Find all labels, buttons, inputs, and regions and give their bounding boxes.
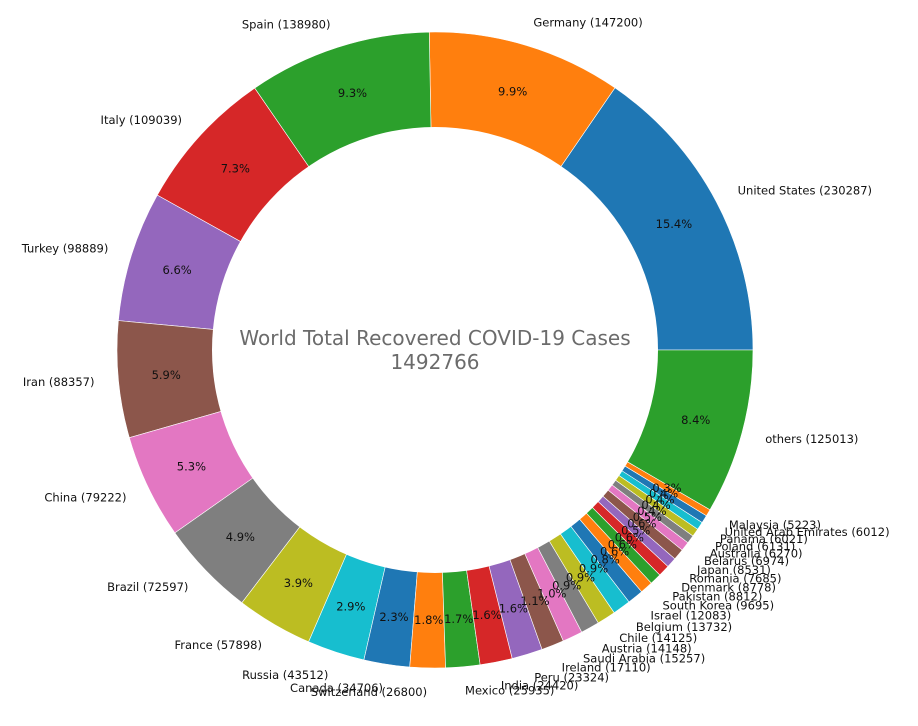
slice-percent-label: 0.4% [645, 492, 674, 506]
slice-label: Saudi Arabia (15257) [583, 651, 705, 665]
slice-label: Romania (7685) [689, 572, 781, 586]
slice-label: India (24420) [501, 679, 578, 693]
slice-percent-label: 9.3% [338, 86, 367, 100]
slice-labels-group: United States (230287) Germany (147200) Sp… [21, 15, 890, 698]
slice-label: Denmark (8778) [681, 580, 776, 594]
slice-percent-label: 1.8% [414, 613, 443, 627]
slice-label: Mexico (25935) [465, 684, 554, 698]
slice-percent-label: 0.6% [615, 530, 644, 544]
slice-label: United Arab Emirates (6012) [725, 525, 890, 539]
slice-percent-label: 2.9% [336, 600, 365, 614]
slice-percent-label: 6.6% [163, 263, 192, 277]
chart-title: World Total Recovered COVID-19 Cases [239, 326, 630, 350]
slice-label: Japan (8531) [696, 563, 771, 577]
slice-label: Switzerland (26800) [311, 685, 427, 699]
total-value: 1492766 [390, 350, 479, 374]
donut-hole [212, 127, 658, 573]
slice-label: United States (230287) [738, 184, 872, 198]
slice-label: Belgium (13732) [636, 620, 732, 634]
slice-label: Austria (14148) [602, 642, 692, 656]
slice-label: Pakistan (8812) [672, 589, 762, 603]
slice-label: South Korea (9695) [662, 598, 774, 612]
slice-percent-label: 0.9% [552, 579, 581, 593]
slice-label: Italy (109039) [101, 113, 182, 127]
slice-percent-label: 1.7% [444, 612, 473, 626]
slice-percent-label: 0.9% [566, 570, 595, 584]
slice-percent-label: 15.4% [656, 217, 693, 231]
slice-percent-label: 5.3% [177, 459, 206, 473]
slice-percent-label: 0.4% [637, 504, 666, 518]
slice-percent-label: 0.4% [649, 487, 678, 501]
slice-label: Iran (88357) [23, 375, 95, 389]
slice-percent-label: 2.3% [379, 610, 408, 624]
slice-percent-label: 5.9% [152, 368, 181, 382]
slice-label: Turkey (98889) [21, 242, 109, 256]
slice-label: Malaysia (5223) [729, 518, 821, 532]
slice-percent-label: 0.3% [652, 481, 681, 495]
slice-label: China (79222) [44, 491, 126, 505]
slice-label: Belarus (6974) [704, 554, 789, 568]
slice-label: Peru (23324) [534, 670, 609, 684]
slice-label: Poland (6131) [715, 539, 795, 553]
slice-percent-label: 8.4% [681, 413, 710, 427]
slice-label: Germany (147200) [533, 15, 642, 29]
slice-label: Spain (138980) [242, 17, 331, 31]
slice-label: Russia (43512) [242, 668, 328, 682]
slice-percent-label: 4.9% [226, 530, 255, 544]
slice-percent-label: 1.6% [499, 601, 528, 615]
slice-percent-label: 9.9% [498, 84, 527, 98]
slice-label: others (125013) [765, 432, 858, 446]
slice-percent-label: 7.3% [221, 161, 250, 175]
slice-percent-label: 0.5% [621, 524, 650, 538]
slice-percent-label: 1.0% [537, 586, 566, 600]
slice-percent-label: 0.4% [641, 498, 670, 512]
slice-percent-label: 0.9% [579, 562, 608, 576]
slice-label: Panama (6021) [720, 532, 808, 546]
slice-label: Australia (6270) [710, 547, 803, 561]
percent-labels-group: 15.4% 9.9% 9.3% 7.3% 6.6% 5.9% 5.3% 4.9% 3.9% 2.9… [152, 84, 711, 627]
slice-percent-label: 1.6% [472, 608, 501, 622]
slice-percent-label: 1.1% [520, 594, 549, 608]
slice-percent-label: 0.6% [627, 517, 656, 531]
slice-percent-label: 0.5% [633, 510, 662, 524]
slice-label: Brazil (72597) [107, 580, 188, 594]
slice-percent-label: 0.6% [608, 537, 637, 551]
slice-label: Ireland (17110) [562, 661, 651, 675]
slice-percent-label: 0.6% [600, 545, 629, 559]
slice-percent-label: 3.9% [284, 576, 313, 590]
slice-percent-label: 0.8% [591, 553, 620, 567]
slice-label: France (57898) [174, 638, 261, 652]
slice-label: Israel (12083) [651, 609, 732, 623]
slice-label: Chile (14125) [619, 631, 697, 645]
slice-label: Canada (34706) [290, 681, 383, 695]
